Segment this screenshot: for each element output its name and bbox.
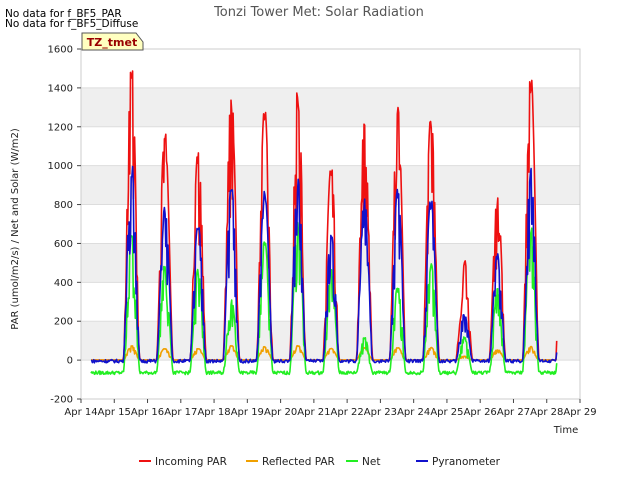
x-tick-label: Apr 19 <box>231 407 264 418</box>
x-tick-label: Apr 16 <box>131 407 164 418</box>
y-axis-ticks: -200 0 200 400 600 800 1000 1200 1400 1600 <box>48 45 81 406</box>
x-tick-label: Apr 20 <box>264 407 297 418</box>
x-tick-label: Apr 23 <box>364 407 397 418</box>
y-tick-label: 400 <box>54 278 73 289</box>
x-tick-label: Apr 18 <box>197 407 230 418</box>
y-tick-label: 1000 <box>48 161 73 172</box>
site-tag-label: TZ_tmet <box>87 36 137 49</box>
series-layer <box>90 70 558 376</box>
x-axis-label: Time <box>553 425 578 436</box>
x-axis-ticks: Apr 14 Apr 15 Apr 16 Apr 17 Apr 18 Apr 19 Apr … <box>64 399 597 418</box>
x-tick-label: Apr 26 <box>464 407 497 418</box>
y-tick-label: 1600 <box>48 45 73 56</box>
y-tick-label: 200 <box>54 317 73 328</box>
y-axis-label: PAR (umol/m2/s) / Net and Solar (W/m2) <box>10 128 21 330</box>
legend-label: Incoming PAR <box>155 456 227 468</box>
x-tick-label: Apr 29 <box>563 407 596 418</box>
y-tick-label: 1400 <box>48 83 73 94</box>
x-tick-label: Apr 28 <box>530 407 563 418</box>
y-tick-label: 800 <box>54 200 73 211</box>
chart-title: Tonzi Tower Met: Solar Radiation <box>213 5 424 20</box>
y-tick-label: -200 <box>50 395 73 406</box>
plot-frame <box>80 48 581 400</box>
x-tick-label: Apr 17 <box>164 407 197 418</box>
x-tick-label: Apr 27 <box>497 407 530 418</box>
x-tick-label: Apr 21 <box>297 407 330 418</box>
x-tick-label: Apr 22 <box>331 407 364 418</box>
legend-label: Pyranometer <box>432 456 501 468</box>
legend-label: Reflected PAR <box>262 456 335 468</box>
legend-label: Net <box>362 456 380 468</box>
series-line-pyranometer <box>90 165 558 364</box>
y-tick-label: 0 <box>67 356 73 367</box>
y-tick-label: 1200 <box>48 122 73 133</box>
no-data-message-2: No data for f_BF5_Diffuse <box>5 18 139 30</box>
x-tick-label: Apr 25 <box>430 407 463 418</box>
x-tick-label: Apr 15 <box>98 407 131 418</box>
x-tick-label: Apr 24 <box>397 407 430 418</box>
legend: Incoming PAR Reflected PAR Net Pyranometer <box>139 456 501 468</box>
x-tick-label: Apr 14 <box>64 407 97 418</box>
y-tick-label: 600 <box>54 239 73 250</box>
no-data-message-1: No data for f_BF5_PAR <box>5 8 122 20</box>
background-band <box>81 87 580 127</box>
plot-background-bands <box>81 87 580 361</box>
site-tag-box <box>81 32 144 51</box>
site-tag: TZ_tmet <box>81 32 144 51</box>
series-line-net <box>90 221 558 376</box>
